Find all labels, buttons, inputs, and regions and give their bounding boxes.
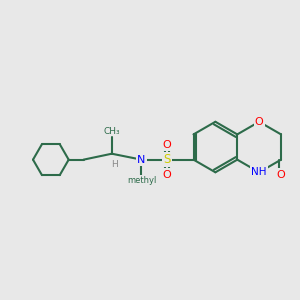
Text: CH₃: CH₃ (103, 127, 120, 136)
Text: O: O (162, 169, 171, 179)
Text: methyl: methyl (127, 176, 156, 185)
Text: S: S (163, 153, 170, 166)
Text: O: O (162, 140, 171, 150)
Text: CH₃: CH₃ (133, 179, 150, 188)
Text: O: O (255, 117, 263, 127)
Text: NH: NH (251, 167, 267, 177)
Text: N: N (137, 155, 146, 165)
Text: H: H (110, 162, 116, 171)
Text: O: O (277, 169, 285, 179)
Text: H: H (111, 160, 118, 169)
